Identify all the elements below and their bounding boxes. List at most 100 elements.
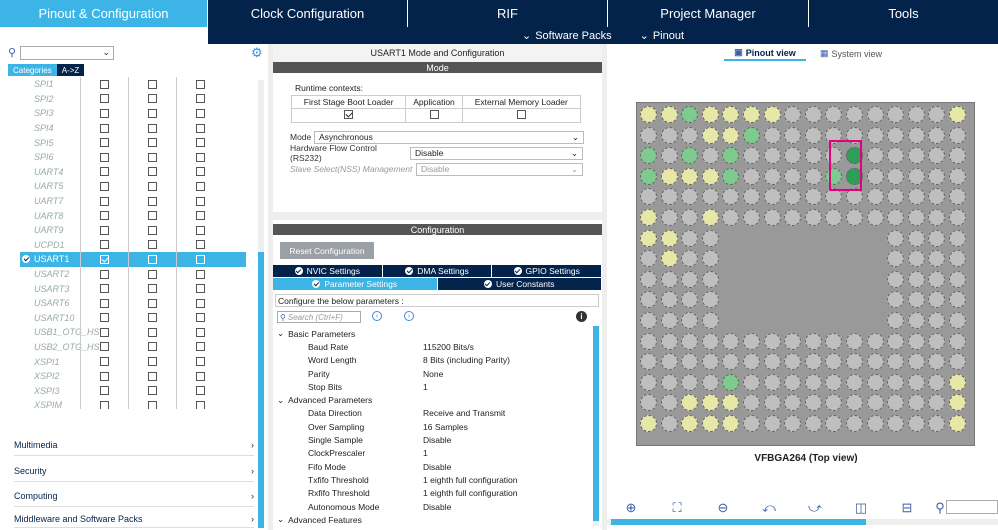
chip-pin[interactable]	[887, 229, 905, 247]
pinout-view-tab[interactable]: ▣ Pinout view	[724, 46, 806, 61]
context-checkbox[interactable]	[148, 342, 157, 352]
chip-pin[interactable]	[743, 394, 760, 412]
context-checkbox[interactable]	[196, 386, 205, 396]
context-checkbox[interactable]	[148, 79, 157, 89]
tab-dma-settings[interactable]: DMA Settings	[382, 265, 493, 277]
context-checkbox[interactable]	[100, 327, 109, 337]
chip-pin[interactable]	[743, 332, 760, 350]
chip-pin[interactable]	[804, 167, 822, 185]
context-checkbox[interactable]	[148, 138, 157, 148]
context-checkbox[interactable]	[100, 138, 109, 148]
chip-pin[interactable]	[763, 373, 781, 391]
chip-pin[interactable]	[907, 167, 925, 185]
context-checkbox[interactable]	[148, 313, 157, 323]
mode-select[interactable]: Asynchronous ⌄	[314, 130, 584, 144]
chip-pin[interactable]	[784, 394, 802, 412]
chip-pin[interactable]	[846, 147, 863, 165]
chip-pin[interactable]	[763, 126, 781, 144]
chip-pin[interactable]	[804, 126, 822, 144]
chip-pin[interactable]	[825, 353, 843, 371]
context-checkbox[interactable]	[148, 269, 157, 279]
chip-pin[interactable]	[804, 106, 822, 123]
context-checkbox[interactable]	[100, 284, 109, 294]
chip-pin[interactable]	[640, 415, 657, 432]
chip-pin[interactable]	[887, 106, 905, 123]
chip-pin[interactable]	[907, 250, 925, 268]
chip-pin[interactable]	[681, 209, 699, 226]
context-checkbox[interactable]	[100, 225, 109, 235]
context-checkbox[interactable]	[148, 225, 157, 235]
chip-pin[interactable]	[660, 106, 678, 123]
peripheral-row[interactable]: USART10	[20, 310, 246, 326]
tab-tools[interactable]: Tools	[888, 6, 919, 21]
context-extmem-checkbox[interactable]	[516, 110, 526, 119]
chip-pin[interactable]	[928, 332, 946, 350]
context-checkbox[interactable]	[100, 152, 109, 162]
chip-pin[interactable]	[640, 353, 657, 371]
chip-pin[interactable]	[949, 312, 966, 329]
chip-pin[interactable]	[660, 373, 678, 391]
chip-pin[interactable]	[681, 312, 699, 329]
chip-pin[interactable]	[784, 188, 802, 206]
param-row[interactable]: Fifo Mode Disable	[277, 460, 591, 473]
hwfc-select[interactable]: Disable ⌄	[410, 146, 583, 160]
category-multimedia[interactable]: Multimedia ›	[14, 434, 254, 456]
context-checkbox[interactable]	[196, 79, 205, 89]
peripheral-row[interactable]: SPI3	[20, 106, 246, 121]
chip-pin[interactable]	[681, 250, 699, 268]
chip-pin[interactable]	[949, 209, 966, 226]
context-checkbox[interactable]	[148, 386, 157, 396]
chip-pin[interactable]	[928, 106, 946, 123]
tab-user-constants[interactable]: User Constants	[437, 278, 602, 290]
chip-pin[interactable]	[784, 373, 802, 391]
context-checkbox[interactable]	[148, 240, 157, 250]
context-checkbox[interactable]	[196, 167, 205, 177]
chip-pin[interactable]	[866, 106, 884, 123]
peripheral-row[interactable]: SPI1	[20, 77, 246, 92]
chip-pin[interactable]	[887, 126, 905, 144]
info-icon[interactable]: i	[576, 311, 587, 322]
chip-pin[interactable]	[763, 394, 781, 412]
chip-pin[interactable]	[701, 167, 719, 185]
context-checkbox[interactable]	[148, 254, 157, 264]
chip-pin[interactable]	[825, 209, 843, 226]
chip-pin[interactable]	[743, 188, 760, 206]
context-checkbox[interactable]	[148, 181, 157, 191]
chip-pin[interactable]	[907, 126, 925, 144]
chip-pin[interactable]	[846, 353, 863, 371]
chip-pin[interactable]	[784, 147, 802, 165]
chip-pin[interactable]	[743, 373, 760, 391]
param-group[interactable]: ⌄ Advanced Parameters	[277, 393, 591, 406]
chip-pin[interactable]	[846, 415, 863, 432]
context-checkbox[interactable]	[100, 313, 109, 323]
chip-pin[interactable]	[701, 188, 719, 206]
chip-pin[interactable]	[640, 209, 657, 226]
chip-pin[interactable]	[784, 332, 802, 350]
chip-pin[interactable]	[907, 209, 925, 226]
search-combo[interactable]: ⌄	[20, 46, 114, 60]
chip-pin[interactable]	[846, 394, 863, 412]
chip-pin[interactable]	[887, 209, 905, 226]
chip-pin[interactable]	[907, 332, 925, 350]
context-checkbox[interactable]	[196, 269, 205, 279]
chip-pin[interactable]	[949, 332, 966, 350]
context-checkbox[interactable]	[196, 138, 205, 148]
chip-pin[interactable]	[928, 270, 946, 288]
chip-pin[interactable]	[907, 147, 925, 165]
chip-pin[interactable]	[660, 394, 678, 412]
chip-pin[interactable]	[701, 332, 719, 350]
chip-pin[interactable]	[722, 353, 740, 371]
tab-project-manager[interactable]: Project Manager	[608, 0, 809, 27]
chip-pin[interactable]	[681, 126, 699, 144]
tab-pinout-configuration[interactable]: Pinout & Configuration	[0, 0, 208, 27]
chip-pin[interactable]	[804, 332, 822, 350]
chip-pin[interactable]	[804, 394, 822, 412]
chip-pin[interactable]	[825, 106, 843, 123]
chip-pin[interactable]	[681, 270, 699, 288]
pin-search-input[interactable]	[946, 500, 998, 514]
chip-pin[interactable]	[887, 167, 905, 185]
chip-pin[interactable]	[763, 353, 781, 371]
chip-pin[interactable]	[887, 312, 905, 329]
flip-horizontal-icon[interactable]: ⊟	[901, 500, 913, 515]
pinout-menu[interactable]: ⌄ Pinout	[639, 29, 685, 43]
